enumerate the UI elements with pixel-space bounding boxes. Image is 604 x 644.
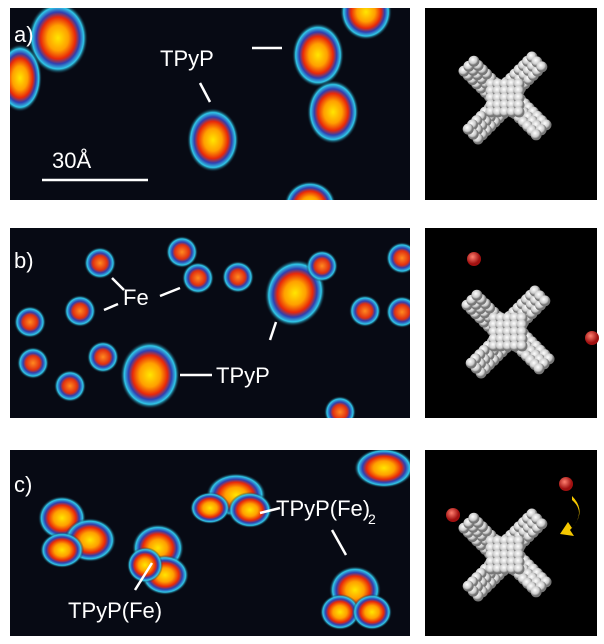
molecule-blob bbox=[190, 492, 230, 524]
fe-atom bbox=[386, 242, 418, 274]
fe-atom bbox=[54, 370, 86, 402]
annotation: Fe bbox=[123, 285, 149, 310]
fe-atom bbox=[84, 247, 116, 279]
atom bbox=[514, 107, 525, 118]
fe-atom bbox=[14, 306, 46, 338]
fe-sphere bbox=[559, 477, 573, 491]
atom bbox=[471, 290, 482, 301]
annotation: TPyP(Fe) bbox=[68, 598, 162, 623]
atom bbox=[468, 56, 479, 67]
atom bbox=[514, 564, 525, 575]
atom bbox=[463, 581, 474, 592]
fe-atom bbox=[324, 396, 356, 428]
atom bbox=[531, 586, 542, 597]
fe-atom bbox=[166, 236, 198, 268]
annotation-subscript: 2 bbox=[368, 511, 376, 527]
molecule-blob bbox=[352, 594, 392, 630]
atom bbox=[536, 518, 547, 529]
panel-label: b) bbox=[14, 248, 34, 273]
molecule-blob bbox=[187, 108, 239, 172]
fe-atom bbox=[64, 295, 96, 327]
fe-sphere bbox=[585, 331, 599, 345]
figure: a) TPyP 30Å b) Fe TPyP c) TPyP(Fe) TPyP(… bbox=[0, 0, 604, 639]
molecule-blob bbox=[284, 181, 336, 229]
molecule-blob bbox=[354, 448, 414, 488]
annotation: TPyP(Fe) bbox=[276, 496, 370, 521]
atom bbox=[539, 295, 550, 306]
molecule-blob bbox=[307, 80, 359, 144]
annotation: TPyP bbox=[216, 363, 270, 388]
molecule-blob bbox=[292, 23, 344, 87]
atom bbox=[468, 513, 479, 524]
panel-label: a) bbox=[14, 22, 34, 47]
atom bbox=[536, 61, 547, 72]
atom bbox=[466, 358, 477, 369]
fe-sphere bbox=[467, 252, 481, 266]
atom bbox=[534, 363, 545, 374]
atom bbox=[463, 124, 474, 135]
atom bbox=[531, 129, 542, 140]
molecule-blob bbox=[228, 492, 272, 528]
fe-sphere bbox=[446, 508, 460, 522]
fe-atom bbox=[87, 341, 119, 373]
panel-label: c) bbox=[14, 472, 32, 497]
fe-atom bbox=[306, 250, 338, 282]
scale-label: 30Å bbox=[52, 148, 91, 173]
molecule-blob bbox=[40, 532, 84, 568]
molecule-blob bbox=[127, 547, 163, 583]
atom bbox=[517, 341, 528, 352]
annotation: TPyP bbox=[160, 46, 214, 71]
fe-atom bbox=[17, 347, 49, 379]
molecule-blob bbox=[0, 44, 42, 112]
fe-atom bbox=[222, 261, 254, 293]
fe-atom bbox=[349, 295, 381, 327]
fe-atom bbox=[386, 296, 418, 328]
molecule-blob bbox=[120, 341, 180, 409]
